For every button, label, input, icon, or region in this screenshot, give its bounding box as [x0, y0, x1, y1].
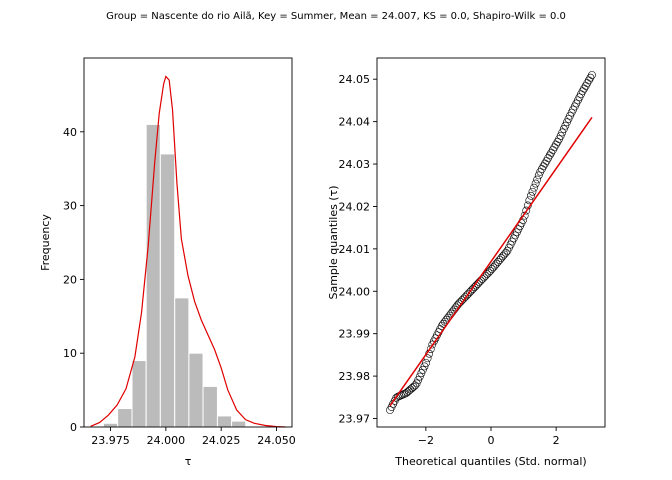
x-tick-label: −2 [418, 434, 434, 447]
y-tick-label: 30 [63, 200, 77, 213]
qq-point [588, 71, 596, 79]
x-tick-label: 24.050 [257, 434, 296, 447]
qq-point [533, 175, 542, 184]
qq-point [553, 137, 562, 146]
histogram-y-ticks: 0 10 20 30 40 [63, 126, 84, 434]
qq-point [406, 385, 415, 394]
x-tick-label: 23.975 [91, 434, 130, 447]
qq-point [465, 288, 474, 296]
histogram-axes-frame [83, 57, 293, 428]
qq-point [461, 293, 470, 301]
qq-point [483, 270, 491, 279]
qq-point [412, 379, 421, 388]
qq-point [467, 286, 476, 295]
histogram-y-axis-label: Frequency [39, 214, 52, 271]
qq-points [386, 71, 596, 414]
qq-reference-line [389, 116, 593, 407]
x-tick-label: 24.000 [147, 434, 186, 447]
qq-point [528, 187, 537, 196]
qq-x-ticks: −2 0 2 [418, 427, 560, 447]
qq-x-axis-label: Theoretical quantiles (Std. normal) [394, 455, 586, 468]
y-tick-label: 24.04 [339, 116, 371, 129]
qq-point [404, 386, 413, 395]
qq-point [401, 389, 410, 398]
y-tick-label: 10 [63, 347, 77, 360]
qq-point [534, 171, 543, 180]
qq-point [558, 128, 567, 137]
histogram-bar [202, 385, 218, 428]
y-tick-label: 24.03 [339, 158, 371, 171]
qq-point [417, 369, 426, 378]
histogram-x-ticks: 23.975 24.000 24.025 24.050 [91, 427, 296, 447]
y-tick-label: 24.05 [339, 73, 371, 86]
qq-point [586, 73, 595, 82]
histogram-panel: 23.975 24.000 24.025 24.050 0 10 20 30 40 τ Fre… [39, 57, 296, 468]
qq-point [531, 179, 540, 188]
qq-point [418, 365, 427, 374]
suptitle: Group = Nascente do rio Ailã, Key = Summ… [106, 11, 566, 22]
x-tick-label: 2 [553, 434, 560, 447]
histogram-bar [188, 352, 204, 428]
qq-plot-panel: −2 0 2 23.97 23.98 23.99 24.00 24.01 24.02 24.03… [327, 57, 606, 468]
qq-point [525, 196, 534, 205]
qq-point [464, 289, 473, 298]
histogram-bar [102, 422, 119, 428]
qq-point [426, 345, 435, 353]
qq-y-axis-label: Sample quantiles (τ) [327, 185, 340, 299]
y-tick-label: 24.02 [339, 200, 371, 213]
histogram-bar [174, 297, 190, 428]
qq-point [470, 283, 479, 292]
y-tick-label: 40 [63, 126, 77, 139]
qq-point [563, 118, 571, 127]
qq-point [556, 131, 565, 140]
qq-point [459, 294, 468, 303]
qq-point [403, 388, 412, 397]
histogram-bar [216, 415, 233, 428]
qq-point [559, 125, 568, 133]
x-tick-label: 0 [488, 434, 495, 447]
qq-point [408, 384, 416, 393]
histogram-bar [145, 123, 161, 428]
qq-y-ticks: 23.97 23.98 23.99 24.00 24.01 24.02 24.03 24.04… [339, 73, 377, 426]
qq-point [462, 291, 471, 300]
qq-point [520, 211, 529, 220]
qq-point [522, 206, 531, 215]
qq-point [415, 372, 424, 381]
kde-curve [90, 75, 286, 428]
histogram-bar [117, 408, 133, 428]
qq-point [469, 284, 477, 293]
histogram-bar [231, 420, 247, 428]
histogram-bar [131, 360, 147, 428]
qq-point [422, 358, 430, 367]
qq-point [527, 191, 535, 200]
qq-point [530, 183, 538, 192]
histogram-bar [159, 153, 176, 428]
x-tick-label: 24.025 [202, 434, 241, 447]
y-tick-label: 23.97 [339, 413, 371, 426]
y-tick-label: 0 [70, 421, 77, 434]
y-tick-label: 23.99 [339, 328, 371, 341]
qq-point [414, 376, 423, 384]
y-tick-label: 24.01 [339, 243, 371, 256]
qq-point [420, 362, 429, 371]
histogram-x-axis-label: τ [185, 455, 192, 468]
y-tick-label: 23.98 [339, 370, 371, 383]
qq-point [561, 121, 570, 130]
y-tick-label: 20 [63, 273, 77, 286]
y-tick-label: 24.00 [339, 285, 371, 298]
